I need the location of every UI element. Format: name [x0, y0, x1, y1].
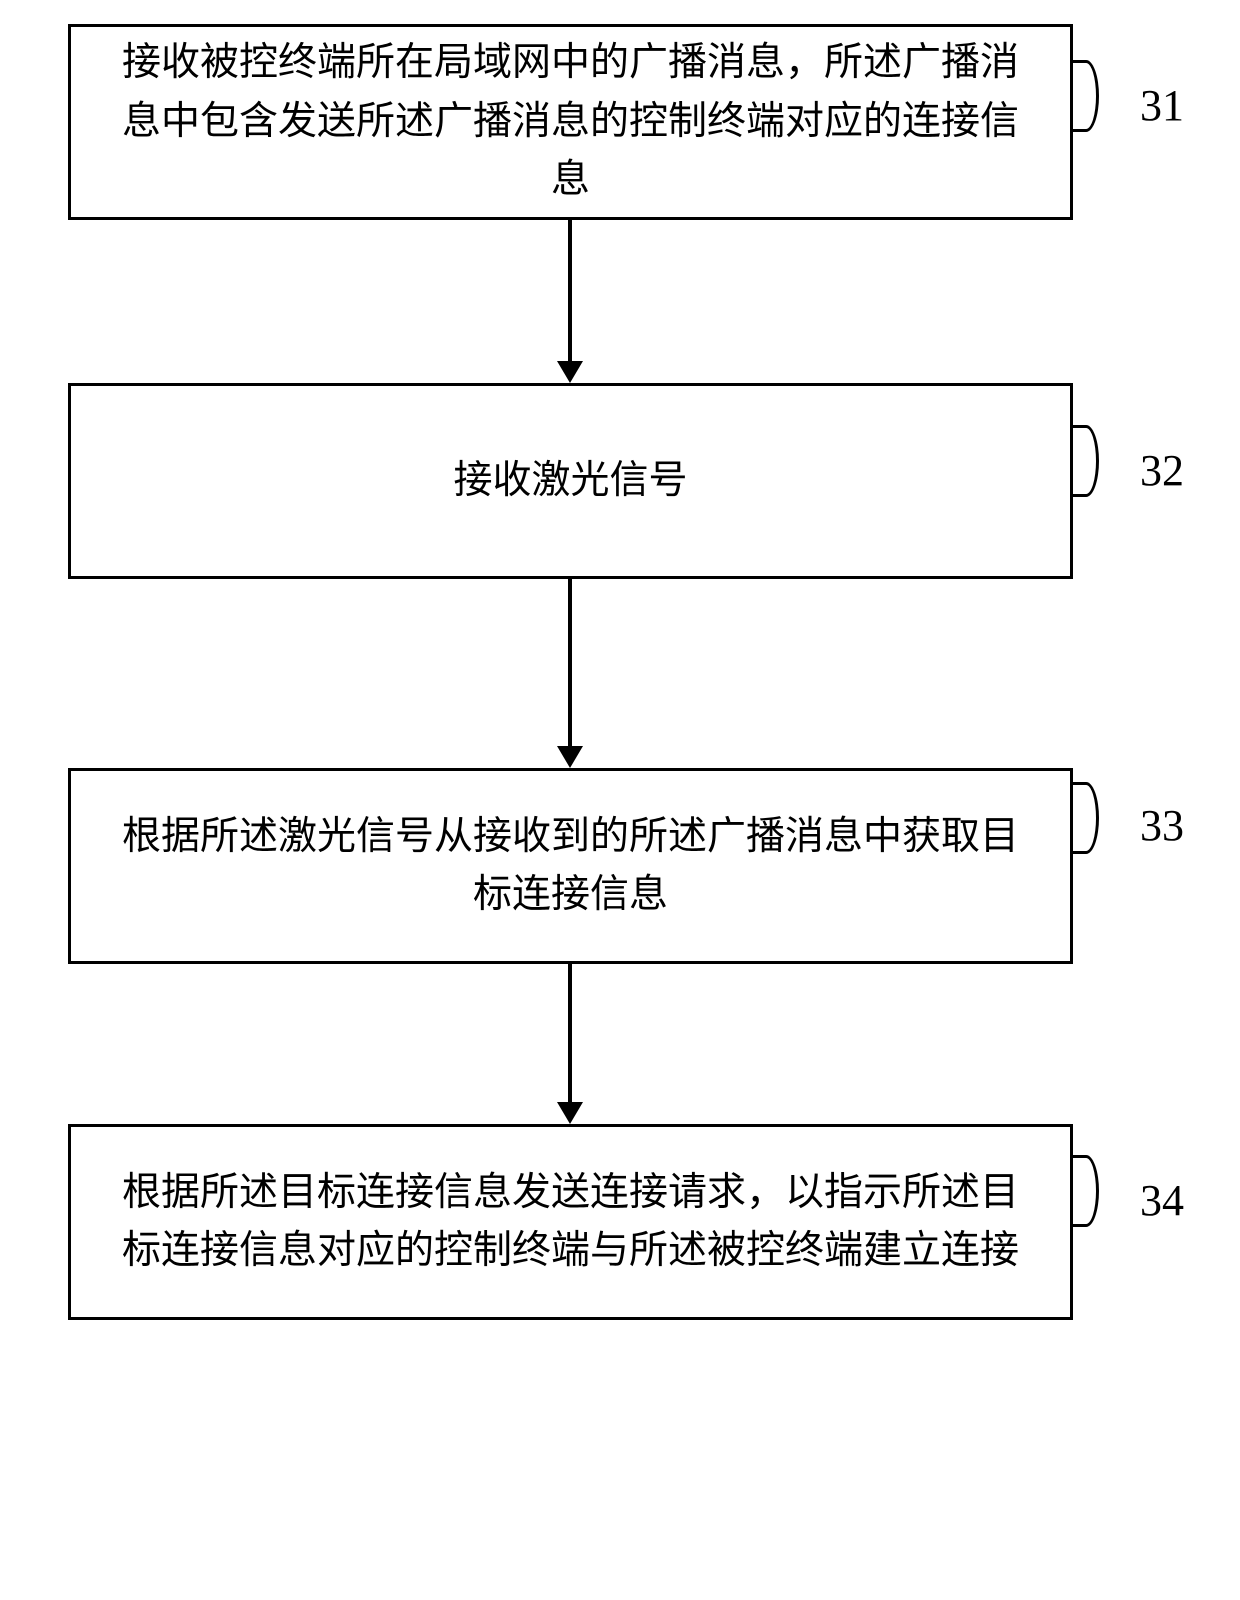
step-text: 接收激光信号 — [453, 452, 687, 511]
brace-connector — [1073, 60, 1099, 132]
step-label: 34 — [1140, 1175, 1184, 1226]
step-label: 32 — [1140, 445, 1184, 496]
step-label: 33 — [1140, 800, 1184, 851]
arrow-head — [557, 1102, 583, 1124]
arrow-line — [568, 220, 572, 361]
flowchart-step-box: 接收激光信号 — [68, 383, 1073, 579]
flowchart-step-box: 根据所述目标连接信息发送连接请求，以指示所述目标连接信息对应的控制终端与所述被控… — [68, 1124, 1073, 1320]
step-label: 31 — [1140, 80, 1184, 131]
brace-connector — [1073, 425, 1099, 497]
flowchart-canvas: 接收被控终端所在局域网中的广播消息，所述广播消息中包含发送所述广播消息的控制终端… — [0, 0, 1240, 1600]
step-text: 接收被控终端所在局域网中的广播消息，所述广播消息中包含发送所述广播消息的控制终端… — [111, 34, 1030, 210]
flowchart-step-box: 根据所述激光信号从接收到的所述广播消息中获取目标连接信息 — [68, 768, 1073, 964]
arrow-head — [557, 746, 583, 768]
step-text: 根据所述激光信号从接收到的所述广播消息中获取目标连接信息 — [111, 808, 1030, 925]
brace-connector — [1073, 782, 1099, 854]
flowchart-step-box: 接收被控终端所在局域网中的广播消息，所述广播消息中包含发送所述广播消息的控制终端… — [68, 24, 1073, 220]
brace-connector — [1073, 1155, 1099, 1227]
arrow-head — [557, 361, 583, 383]
arrow-line — [568, 964, 572, 1102]
step-text: 根据所述目标连接信息发送连接请求，以指示所述目标连接信息对应的控制终端与所述被控… — [111, 1164, 1030, 1281]
arrow-line — [568, 579, 572, 746]
